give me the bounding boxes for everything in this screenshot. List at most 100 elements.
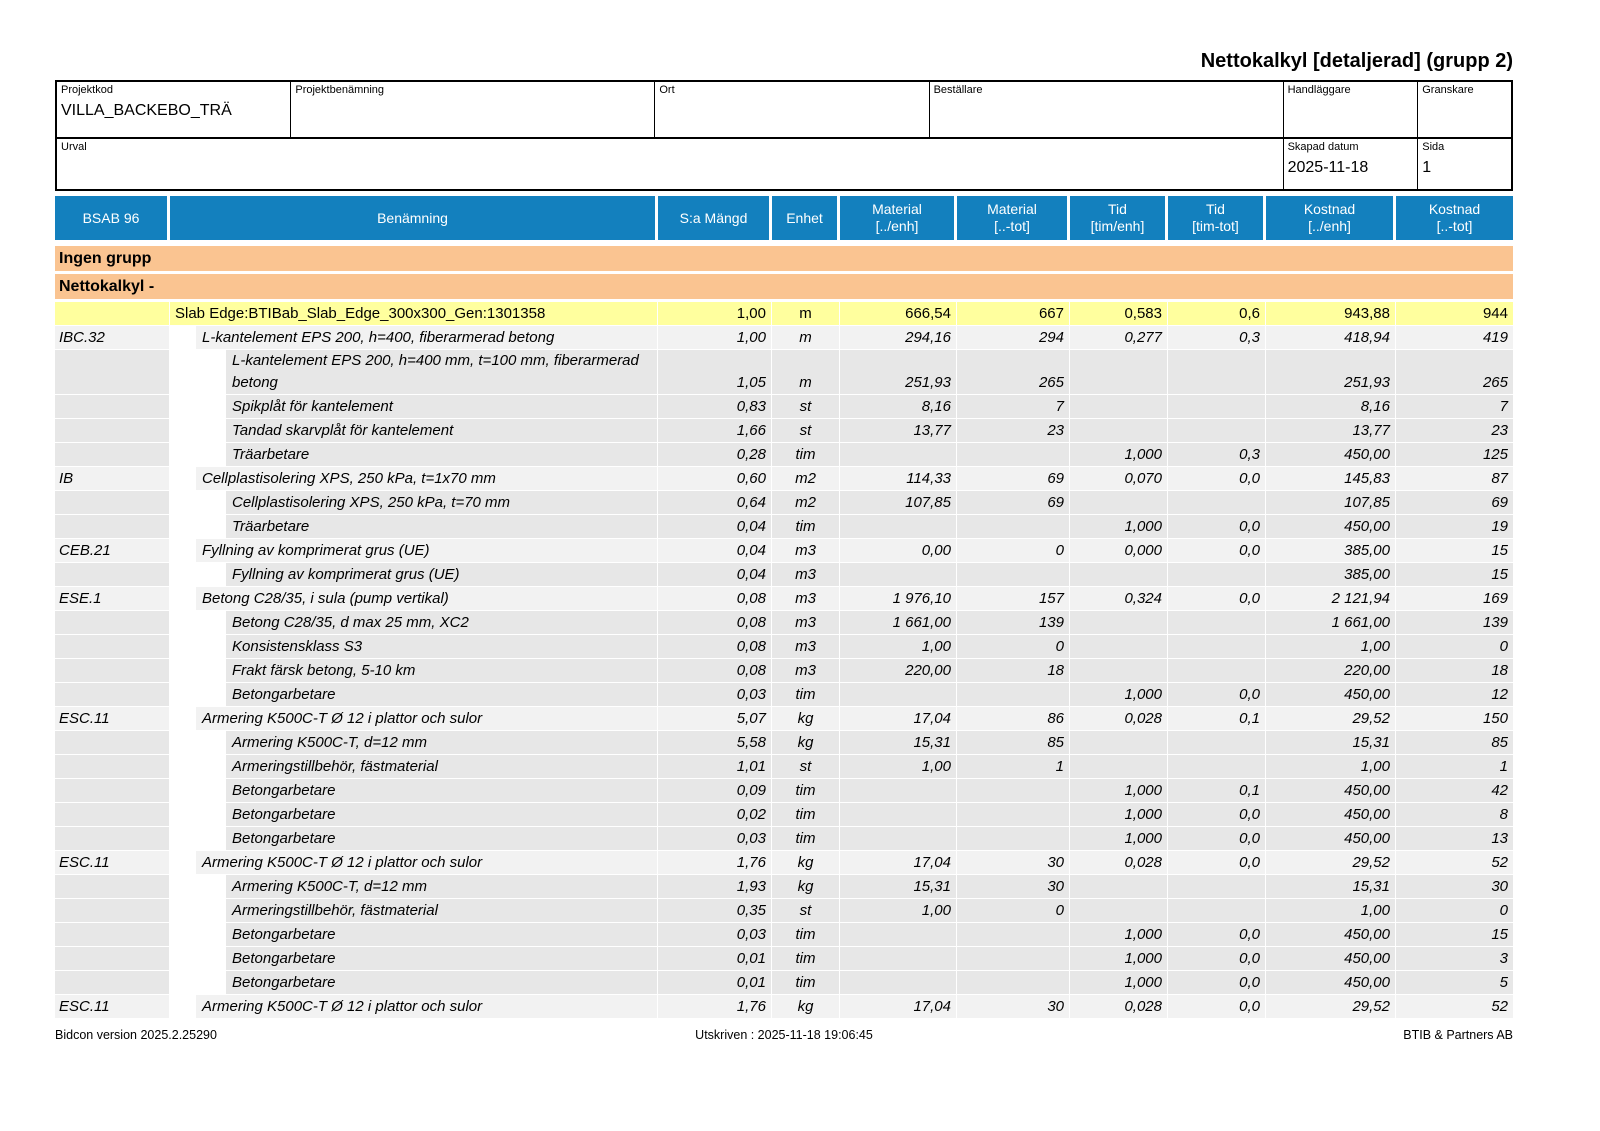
time-total-cell: 0,1 (1168, 779, 1266, 802)
benamning-cell: Armeringstillbehör, fästmaterial (170, 755, 658, 778)
qty-cell: 0,01 (658, 947, 772, 970)
cost-total-cell: 150 (1396, 707, 1513, 730)
qty-cell: 1,05 (658, 350, 772, 394)
cost-per-unit-cell: 1,00 (1266, 635, 1396, 658)
time-per-unit-cell: 1,000 (1070, 971, 1168, 994)
cost-total-cell: 419 (1396, 326, 1513, 349)
material-per-unit-cell: 666,54 (840, 302, 957, 325)
table-row: Betongarbetare 0,03 tim 1,000 0,0 450,00 15 (55, 923, 1513, 947)
field-skapad-datum: Skapad datum 2025-11-18 (1284, 139, 1419, 189)
material-total-cell: 86 (957, 707, 1070, 730)
bsab-code-cell (55, 875, 170, 898)
table-body: Slab Edge:BTIBab_Slab_Edge_300x300_Gen:1… (55, 302, 1513, 1019)
time-total-cell: 0,0 (1168, 923, 1266, 946)
table-row: IBC.32 L-kantelement EPS 200, h=400, fibe… (55, 326, 1513, 350)
benamning-cell: Betong C28/35, d max 25 mm, XC2 (170, 611, 658, 634)
table-row: IB Cellplastisolering XPS, 250 kPa, t=1x7… (55, 467, 1513, 491)
time-total-cell (1168, 659, 1266, 682)
time-per-unit-cell (1070, 731, 1168, 754)
benamning-cell: Betongarbetare (170, 779, 658, 802)
table-row: Fyllning av komprimerat grus (UE) 0,04 m3 3… (55, 563, 1513, 587)
field-sida: Sida 1 (1418, 139, 1511, 189)
bsab-code-cell (55, 419, 170, 442)
cost-per-unit-cell: 1,00 (1266, 755, 1396, 778)
material-total-cell: 0 (957, 539, 1070, 562)
unit-cell: m (772, 326, 840, 349)
unit-cell: tim (772, 515, 840, 538)
table-row: Träarbetare 0,28 tim 1,000 0,3 450,00 125 (55, 443, 1513, 467)
field-bestallare: Beställare (930, 82, 1284, 137)
cost-per-unit-cell: 385,00 (1266, 563, 1396, 586)
time-per-unit-cell: 0,583 (1070, 302, 1168, 325)
time-per-unit-cell (1070, 635, 1168, 658)
table-row: Betongarbetare 0,01 tim 1,000 0,0 450,00 3 (55, 947, 1513, 971)
qty-cell: 0,83 (658, 395, 772, 418)
time-total-cell: 0,0 (1168, 515, 1266, 538)
bestallare-label: Beställare (933, 84, 983, 96)
qty-cell: 0,03 (658, 827, 772, 850)
unit-cell: m2 (772, 491, 840, 514)
benamning-cell: Konsistensklass S3 (170, 635, 658, 658)
time-total-cell (1168, 875, 1266, 898)
cost-total-cell: 5 (1396, 971, 1513, 994)
unit-cell: tim (772, 971, 840, 994)
benamning-cell: Cellplastisolering XPS, 250 kPa, t=1x70 … (170, 467, 658, 490)
table-row: Cellplastisolering XPS, 250 kPa, t=70 mm… (55, 491, 1513, 515)
qty-cell: 0,04 (658, 539, 772, 562)
benamning-cell: Spikplåt för kantelement (170, 395, 658, 418)
bsab-code-cell: ESC.11 (55, 707, 170, 730)
skapad-datum-value: 2025-11-18 (1287, 159, 1369, 176)
bsab-code-cell (55, 779, 170, 802)
column-header: Benämning (170, 196, 658, 240)
benamning-cell: Armering K500C-T Ø 12 i plattor och sulo… (170, 995, 658, 1018)
material-total-cell: 0 (957, 899, 1070, 922)
time-total-cell (1168, 611, 1266, 634)
benamning-cell: Betongarbetare (170, 971, 658, 994)
time-total-cell (1168, 899, 1266, 922)
time-per-unit-cell: 0,028 (1070, 995, 1168, 1018)
qty-cell: 1,66 (658, 419, 772, 442)
time-per-unit-cell (1070, 611, 1168, 634)
material-per-unit-cell (840, 779, 957, 802)
field-ort: Ort (655, 82, 930, 137)
column-header: S:a Mängd (658, 196, 772, 240)
qty-cell: 0,04 (658, 515, 772, 538)
material-total-cell: 157 (957, 587, 1070, 610)
table-row: ESC.11 Armering K500C-T Ø 12 i plattor oc… (55, 995, 1513, 1019)
bsab-code-cell (55, 635, 170, 658)
time-per-unit-cell (1070, 875, 1168, 898)
unit-cell: tim (772, 683, 840, 706)
unit-cell: kg (772, 995, 840, 1018)
material-total-cell: 69 (957, 467, 1070, 490)
time-total-cell: 0,0 (1168, 971, 1266, 994)
time-per-unit-cell: 0,028 (1070, 707, 1168, 730)
material-total-cell (957, 947, 1070, 970)
unit-cell: tim (772, 947, 840, 970)
qty-cell: 0,08 (658, 659, 772, 682)
time-per-unit-cell: 1,000 (1070, 443, 1168, 466)
benamning-cell: Betongarbetare (170, 683, 658, 706)
cost-per-unit-cell: 15,31 (1266, 875, 1396, 898)
qty-cell: 5,07 (658, 707, 772, 730)
cost-per-unit-cell: 251,93 (1266, 350, 1396, 394)
material-total-cell (957, 683, 1070, 706)
qty-cell: 0,35 (658, 899, 772, 922)
bsab-code-cell (55, 515, 170, 538)
material-per-unit-cell (840, 971, 957, 994)
footer-printed: Utskriven : 2025-11-18 19:06:45 (695, 1028, 873, 1042)
column-header: Enhet (772, 196, 840, 240)
benamning-cell: Armering K500C-T Ø 12 i plattor och sulo… (170, 707, 658, 730)
material-total-cell (957, 803, 1070, 826)
material-total-cell: 7 (957, 395, 1070, 418)
column-header: Material [../enh] (840, 196, 957, 240)
material-per-unit-cell (840, 803, 957, 826)
time-total-cell: 0,0 (1168, 587, 1266, 610)
table-row: Träarbetare 0,04 tim 1,000 0,0 450,00 19 (55, 515, 1513, 539)
bsab-code-cell (55, 563, 170, 586)
cost-per-unit-cell: 15,31 (1266, 731, 1396, 754)
cost-total-cell: 944 (1396, 302, 1513, 325)
bsab-code-cell (55, 395, 170, 418)
unit-cell: st (772, 899, 840, 922)
benamning-cell: L-kantelement EPS 200, h=400 mm, t=100 m… (170, 350, 658, 394)
bsab-code-cell: ESE.1 (55, 587, 170, 610)
